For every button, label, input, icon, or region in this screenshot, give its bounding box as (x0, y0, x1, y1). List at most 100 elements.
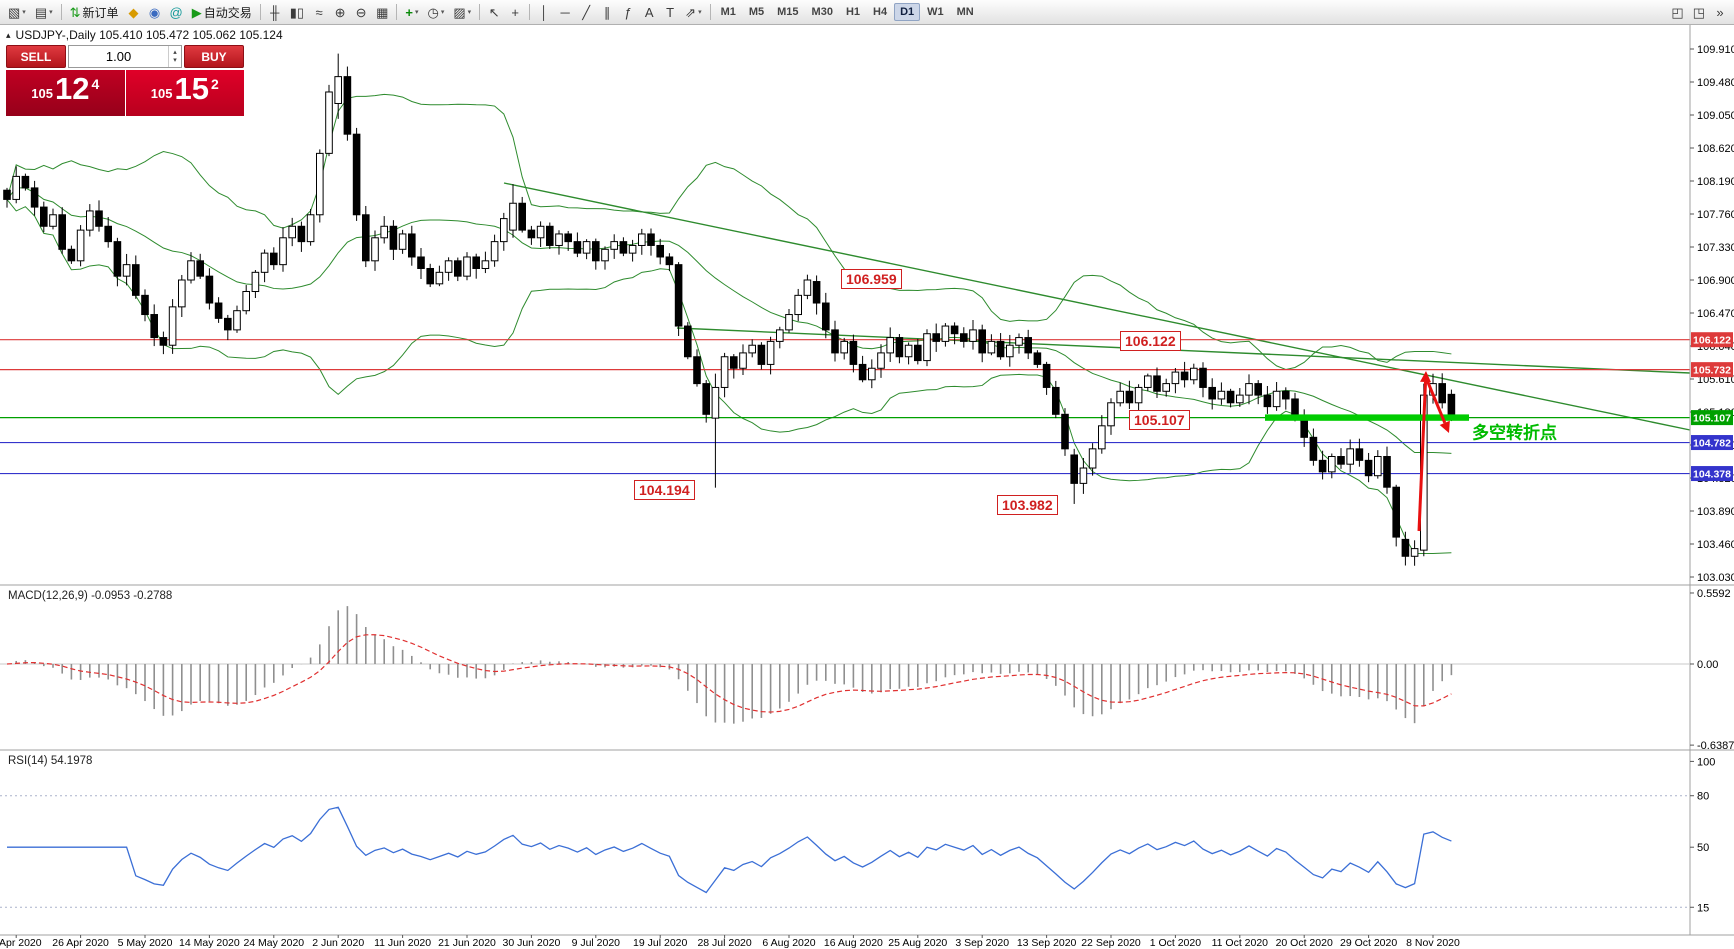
one-click-collapse-toggle[interactable]: ▴ (6, 29, 11, 40)
timeframe-m15-button[interactable]: M15 (771, 3, 804, 21)
line-chart-button[interactable]: ≈ (309, 2, 329, 22)
timeframe-w1-button[interactable]: W1 (921, 3, 950, 21)
svg-text:RSI(14) 54.1978: RSI(14) 54.1978 (8, 755, 92, 767)
svg-text:19 Jul 2020: 19 Jul 2020 (633, 937, 687, 949)
spinner-up-icon[interactable]: ▴ (173, 48, 177, 56)
zoom-out-button[interactable]: ⊖ (351, 2, 371, 22)
zoom-in-icon: ⊕ (334, 4, 346, 20)
horizontal-line-button[interactable]: ─ (555, 2, 575, 22)
vertical-line-button[interactable]: │ (534, 2, 554, 22)
trendline-button[interactable]: ╱ (576, 2, 596, 22)
arrows-tool-icon: ⇗ (685, 4, 697, 20)
crosshair-icon: + (511, 4, 519, 20)
vertical-line-icon: │ (540, 4, 549, 20)
new-chart-button[interactable]: ▧ ▾ (4, 2, 30, 22)
volume-box: ▴ ▾ (68, 45, 182, 68)
fibonacci-button[interactable]: ƒ (618, 2, 638, 22)
spinner-down-icon[interactable]: ▾ (173, 56, 177, 64)
toolbar-separator (529, 4, 531, 20)
svg-text:0.5592: 0.5592 (1697, 588, 1731, 600)
main-toolbar: ▧ ▾ ▤ ▾ ⇅ 新订单 ◆ ◉ @ ▶ 自动交易 ╫ ▮▯ ≈ ⊕ ⊖ ▦ + ▾ ◷… (0, 0, 1734, 25)
svg-text:100: 100 (1697, 756, 1715, 768)
svg-text:30 Jun 2020: 30 Jun 2020 (502, 937, 560, 949)
svg-text:105.107: 105.107 (1693, 413, 1731, 425)
timeframe-m30-button[interactable]: M30 (806, 3, 839, 21)
svg-text:106.122: 106.122 (1693, 335, 1731, 347)
buy-button[interactable]: BUY (184, 45, 244, 68)
metaeditor-icon: ◆ (128, 4, 139, 20)
sell-price-button[interactable]: 105 12 4 (6, 70, 125, 116)
profiles-button[interactable]: ▤ ▾ (31, 2, 57, 22)
text-tool-button[interactable]: A (639, 2, 659, 22)
svg-text:1 Oct 2020: 1 Oct 2020 (1150, 937, 1202, 949)
autotrading-play-icon: ▶ (191, 4, 202, 20)
svg-text:108.190: 108.190 (1697, 176, 1734, 188)
svg-text:28 Jul 2020: 28 Jul 2020 (697, 937, 751, 949)
bar-chart-button[interactable]: ╫ (265, 2, 285, 22)
window-layout-button-2[interactable]: ◳ (1689, 2, 1709, 22)
timeframe-h1-button[interactable]: H1 (840, 3, 866, 21)
timeframe-d1-button[interactable]: D1 (894, 3, 921, 21)
indicators-button[interactable]: + ▾ (401, 2, 422, 22)
new-order-button[interactable]: ⇅ 新订单 (66, 2, 123, 22)
horizontal-line-icon: ─ (560, 4, 570, 20)
toolbar-separator (60, 4, 62, 20)
chevron-down-icon: ▾ (414, 9, 419, 16)
window-layout-icon: ◰ (1671, 4, 1684, 20)
buy-price-button[interactable]: 105 15 2 (125, 70, 244, 116)
templates-button[interactable]: ▨ ▾ (449, 2, 475, 22)
svg-text:26 Apr 2020: 26 Apr 2020 (52, 937, 109, 949)
toolbar-more-button[interactable]: » (1710, 2, 1730, 22)
svg-text:15: 15 (1697, 902, 1709, 914)
market-watch-button[interactable]: ◉ (145, 2, 165, 22)
sell-price-prefix: 105 (31, 86, 53, 101)
timeframe-mn-button[interactable]: MN (951, 3, 980, 21)
svg-text:109.910: 109.910 (1697, 44, 1734, 56)
svg-text:9 Jul 2020: 9 Jul 2020 (572, 937, 621, 949)
svg-text:5 May 2020: 5 May 2020 (118, 937, 173, 949)
crosshair-button[interactable]: + (505, 2, 525, 22)
toolbar-separator (479, 4, 481, 20)
svg-text:24 May 2020: 24 May 2020 (243, 937, 304, 949)
profiles-icon: ▤ (34, 4, 48, 20)
svg-text:108.620: 108.620 (1697, 143, 1734, 155)
chevron-down-icon: ▾ (22, 9, 26, 16)
svg-text:2 Jun 2020: 2 Jun 2020 (312, 937, 364, 949)
svg-text:106.900: 106.900 (1697, 275, 1734, 287)
svg-text:109.050: 109.050 (1697, 110, 1734, 122)
svg-text:103.460: 103.460 (1697, 539, 1734, 551)
metaeditor-button[interactable]: ◆ (124, 2, 144, 22)
channel-button[interactable]: ∥ (597, 2, 617, 22)
svg-text:103.030: 103.030 (1697, 572, 1734, 584)
new-chart-icon: ▧ (8, 4, 21, 20)
timeframe-h4-button[interactable]: H4 (867, 3, 893, 21)
sell-button[interactable]: SELL (6, 45, 66, 68)
candlestick-button[interactable]: ▮▯ (286, 2, 308, 22)
zoom-in-button[interactable]: ⊕ (330, 2, 350, 22)
buy-price-prefix: 105 (150, 86, 173, 101)
tile-windows-button[interactable]: ▦ (372, 2, 392, 22)
more-icon: » (1716, 4, 1724, 20)
community-button[interactable]: @ (166, 2, 187, 22)
window-layout-button-1[interactable]: ◰ (1667, 2, 1687, 22)
buy-price-pips: 15 (174, 71, 209, 106)
timeframe-m1-button[interactable]: M1 (715, 3, 742, 21)
label-tool-button[interactable]: T (660, 2, 680, 22)
autotrading-button[interactable]: ▶ 自动交易 (188, 2, 256, 22)
svg-text:20 Oct 2020: 20 Oct 2020 (1276, 937, 1333, 949)
svg-text:104.378: 104.378 (1693, 469, 1731, 481)
cursor-button[interactable]: ↖ (484, 2, 504, 22)
chevron-down-icon: ▾ (49, 9, 53, 16)
new-order-label: 新订单 (82, 5, 119, 20)
svg-text:0.00: 0.00 (1697, 659, 1718, 671)
volume-spinner[interactable]: ▴ ▾ (168, 46, 181, 67)
svg-text:11 Oct 2020: 11 Oct 2020 (1212, 937, 1269, 949)
channel-icon: ∥ (603, 4, 611, 20)
template-icon: ▨ (453, 4, 466, 20)
timeframe-m5-button[interactable]: M5 (743, 3, 770, 21)
svg-text:-0.6387: -0.6387 (1697, 740, 1734, 752)
volume-input[interactable] (69, 46, 169, 67)
arrows-tool-button[interactable]: ⇗ ▾ (681, 2, 705, 22)
periods-button[interactable]: ◷ ▾ (423, 2, 448, 22)
